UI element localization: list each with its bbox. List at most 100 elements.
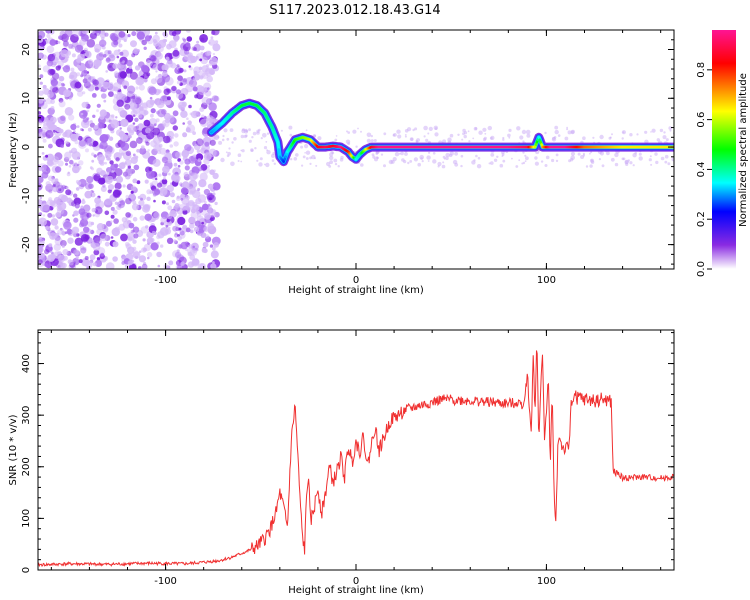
noise-speck <box>437 161 442 167</box>
noise-speck <box>104 201 108 205</box>
noise-speck <box>614 152 619 158</box>
spectrogram-y-ticks: -20 -10 0 10 20 <box>21 29 674 265</box>
noise-speck <box>74 203 80 209</box>
noise-speck <box>60 49 69 58</box>
noise-speck <box>106 57 111 62</box>
noise-speck <box>198 179 207 188</box>
noise-speck <box>165 149 170 154</box>
noise-speck <box>138 255 146 263</box>
noise-speck <box>166 202 169 206</box>
noise-speck <box>460 164 463 168</box>
noise-speck <box>245 134 248 137</box>
noise-speck <box>225 151 228 154</box>
noise-speck <box>92 262 97 267</box>
noise-speck <box>404 134 407 136</box>
noise-speck <box>38 35 43 40</box>
noise-speck <box>545 155 550 160</box>
noise-speck <box>487 125 492 131</box>
noise-speck <box>68 165 72 168</box>
noise-speck <box>213 95 220 102</box>
noise-speck <box>104 32 109 37</box>
noise-speck <box>190 211 199 220</box>
noise-speck <box>119 166 123 170</box>
noise-speck <box>132 153 136 157</box>
noise-speck <box>120 133 128 142</box>
noise-speck <box>137 195 141 199</box>
y-tick-label: -10 <box>21 188 32 204</box>
noise-speck <box>190 55 198 63</box>
noise-speck <box>190 242 199 251</box>
noise-speck <box>65 140 69 145</box>
noise-speck <box>173 141 179 147</box>
noise-speck <box>111 40 118 48</box>
noise-speck <box>650 163 653 166</box>
noise-speck <box>99 136 104 141</box>
noise-speck <box>126 232 136 241</box>
noise-speck <box>39 81 43 85</box>
noise-speck <box>47 212 53 218</box>
noise-speck <box>105 70 108 73</box>
noise-speck <box>271 159 275 162</box>
noise-speck <box>360 130 362 133</box>
noise-speck <box>112 256 118 262</box>
noise-speck <box>57 229 63 235</box>
noise-speck <box>199 45 205 51</box>
noise-speck <box>213 242 219 248</box>
noise-speck <box>119 51 124 56</box>
noise-speck <box>125 150 132 156</box>
noise-speck <box>146 251 153 258</box>
noise-speck <box>113 152 122 161</box>
noise-speck <box>258 128 261 132</box>
noise-speck <box>87 59 93 65</box>
noise-speck <box>519 135 524 140</box>
noise-speck <box>454 162 459 167</box>
snr-series-line <box>38 350 674 568</box>
noise-speck <box>177 236 182 241</box>
noise-speck <box>92 235 101 244</box>
noise-speck <box>417 162 422 167</box>
noise-speck <box>38 245 44 254</box>
noise-speck <box>178 256 187 265</box>
noise-speck <box>64 30 73 37</box>
noise-speck <box>52 186 58 193</box>
noise-speck <box>392 133 396 137</box>
noise-speck <box>192 86 198 92</box>
noise-speck <box>185 227 191 233</box>
noise-speck <box>54 166 62 173</box>
noise-speck <box>629 133 633 137</box>
noise-speck <box>45 30 52 34</box>
noise-speck <box>44 249 50 255</box>
noise-speck <box>120 142 130 151</box>
noise-speck <box>223 128 228 133</box>
noise-speck <box>92 214 95 217</box>
noise-speck <box>515 165 519 168</box>
noise-speck <box>366 138 371 143</box>
noise-speck <box>77 90 84 97</box>
noise-speck <box>92 243 101 251</box>
noise-speck <box>83 226 90 233</box>
noise-speck <box>78 139 86 147</box>
noise-speck <box>226 154 230 158</box>
noise-speck <box>206 115 214 123</box>
spectrogram-y-label: Frequency (Hz) <box>8 112 19 188</box>
noise-speck <box>119 71 128 79</box>
noise-speck <box>193 154 197 158</box>
noise-speck <box>38 52 44 59</box>
noise-speck <box>157 264 161 268</box>
noise-speck <box>207 223 215 230</box>
noise-speck <box>526 133 531 138</box>
noise-speck <box>648 158 652 162</box>
noise-speck <box>68 43 74 49</box>
noise-speck <box>115 157 120 162</box>
noise-speck <box>58 75 65 82</box>
noise-speck <box>114 182 122 190</box>
noise-speck <box>251 136 254 139</box>
colorbar-gradient <box>712 30 736 269</box>
noise-speck <box>157 39 167 49</box>
noise-speck <box>74 162 78 166</box>
noise-speck <box>68 114 75 121</box>
noise-speck <box>518 159 521 162</box>
noise-speck <box>396 129 401 134</box>
noise-speck <box>96 167 103 175</box>
noise-speck <box>106 175 114 183</box>
